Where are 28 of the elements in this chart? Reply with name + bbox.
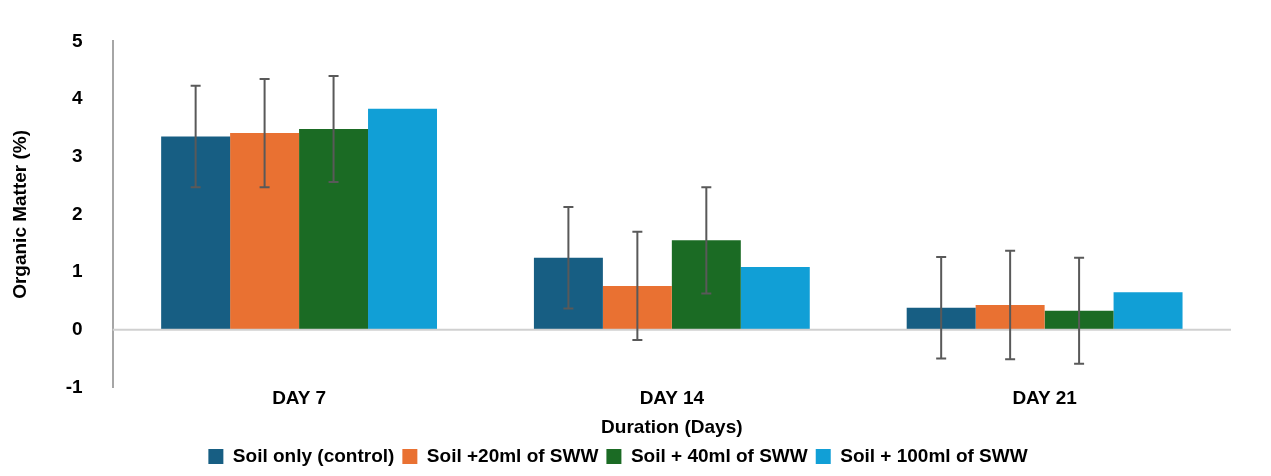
x-axis-title: Duration (Days) (601, 415, 743, 437)
bar (533, 257, 603, 330)
y-tick-label: 1 (72, 260, 84, 282)
legend-label: Soil + 40ml of SWW (630, 444, 808, 466)
bar (975, 304, 1045, 330)
y-axis-title: Organic Matter (%) (8, 129, 30, 299)
legend-label: Soil only (control) (232, 444, 395, 466)
legend-label: Soil +20ml of SWW (426, 444, 599, 466)
legend-label: Soil + 100ml of SWW (840, 444, 1028, 466)
y-tick-label: -1 (65, 375, 84, 397)
bar (368, 108, 437, 330)
bar (602, 285, 672, 330)
y-tick-label: 3 (72, 144, 83, 166)
y-tick-label: 2 (72, 202, 83, 224)
x-tick-label: DAY 21 (1012, 387, 1078, 409)
bar (906, 307, 976, 330)
bar (671, 240, 741, 330)
bar (740, 266, 810, 330)
bar (1113, 292, 1183, 330)
bar (299, 129, 369, 330)
x-tick-label: DAY 14 (639, 387, 705, 409)
y-tick-label: 4 (72, 87, 84, 109)
y-tick-label: 5 (72, 29, 84, 51)
bar (1044, 310, 1114, 330)
y-tick-label: 0 (72, 317, 83, 339)
bar (161, 136, 231, 330)
bar (230, 133, 300, 330)
x-tick-label: DAY 7 (272, 387, 327, 409)
